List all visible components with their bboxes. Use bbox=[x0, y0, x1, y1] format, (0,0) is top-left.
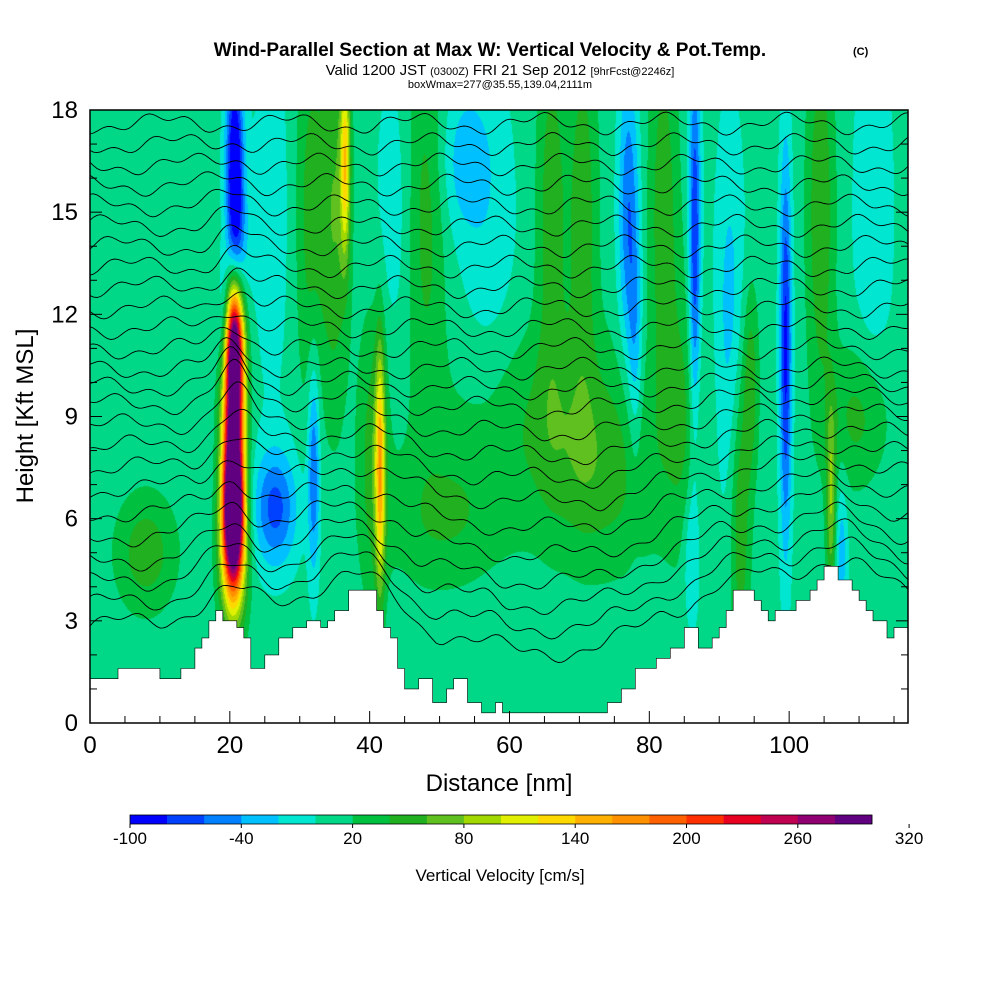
colorbar-swatch bbox=[463, 815, 502, 824]
x-tick-label: 20 bbox=[216, 732, 243, 759]
isentrope-line bbox=[89, 453, 909, 512]
isentrope-line bbox=[89, 224, 909, 259]
x-tick-label: 80 bbox=[636, 732, 663, 759]
colorbar-tick-label: 320 bbox=[895, 829, 923, 848]
x-tick-label: 40 bbox=[356, 732, 383, 759]
y-tick-label: 0 bbox=[65, 710, 78, 737]
isentrope-line bbox=[89, 326, 909, 361]
terrain-mask bbox=[89, 566, 909, 724]
x-tick-label: 0 bbox=[83, 732, 96, 759]
colorbar-tick-label: -100 bbox=[113, 829, 147, 848]
isentrope-line bbox=[89, 315, 909, 340]
y-axis-label: Height [Kft MSL] bbox=[12, 329, 39, 504]
y-tick-label: 9 bbox=[65, 404, 78, 431]
valid-utc: (0300Z) bbox=[430, 66, 469, 78]
potential-temperature-contours bbox=[89, 111, 909, 663]
isentrope-line bbox=[89, 171, 909, 197]
valid-date: FRI 21 Sep 2012 bbox=[473, 62, 586, 79]
isentrope-line bbox=[89, 358, 909, 420]
y-tick-label: 3 bbox=[65, 608, 78, 635]
isentrope-line bbox=[89, 408, 909, 466]
colorbar-tick-label: 20 bbox=[343, 829, 362, 848]
colorbar-swatch bbox=[723, 815, 761, 824]
isentrope-line bbox=[89, 188, 909, 218]
isentrope-line bbox=[89, 291, 909, 320]
colorbar-swatch bbox=[686, 815, 724, 824]
colorbar-swatch bbox=[538, 815, 576, 824]
colorbar-tick-label: -40 bbox=[229, 829, 254, 848]
colorbar-swatch bbox=[278, 815, 316, 824]
valid-time-line: Valid 1200 JST (0300Z) FRI 21 Sep 2012 [… bbox=[326, 62, 675, 79]
isentrope-line bbox=[89, 557, 909, 663]
colorbar-swatch bbox=[167, 815, 205, 824]
isentrope-line bbox=[89, 111, 909, 136]
colorbar-tick-label: 80 bbox=[454, 829, 473, 848]
colorbar-swatch bbox=[241, 815, 279, 824]
isentrope-line bbox=[89, 536, 909, 640]
isentrope-line bbox=[89, 206, 909, 238]
box-wmax-info: boxWmax=277@35.55,139.04,2111m bbox=[408, 79, 592, 91]
colorbar-swatch bbox=[315, 815, 353, 824]
valid-prefix: Valid 1200 JST bbox=[326, 62, 426, 79]
isentrope-line bbox=[89, 435, 909, 489]
x-axis: 0 20 40 60 80 100 bbox=[83, 711, 895, 759]
colorbar-swatch bbox=[204, 815, 242, 824]
x-axis-label: Distance [nm] bbox=[426, 770, 573, 797]
isentrope-line bbox=[89, 267, 909, 300]
colorbar-tick-label: 140 bbox=[561, 829, 589, 848]
isentrope-line bbox=[89, 132, 909, 157]
colorbar-label: Vertical Velocity [cm/s] bbox=[415, 866, 584, 885]
y-tick-label: 15 bbox=[51, 199, 78, 226]
colorbar-swatch bbox=[501, 815, 539, 824]
title-block: Wind-Parallel Section at Max W: Vertical… bbox=[214, 40, 869, 91]
colorbar-swatch bbox=[389, 815, 428, 824]
colorbar-swatch bbox=[612, 815, 650, 824]
x-tick-label: 60 bbox=[496, 732, 523, 759]
copyright-mark: (C) bbox=[853, 46, 869, 58]
isentrope-line bbox=[89, 501, 909, 590]
y-tick-label: 6 bbox=[65, 506, 78, 533]
colorbar-swatch bbox=[352, 815, 390, 824]
colorbar-swatch bbox=[575, 815, 613, 824]
isentrope-line bbox=[89, 381, 908, 442]
y-axis: 0 3 6 9 12 15 18 bbox=[51, 97, 908, 737]
colorbar: -100 -40 20 80 140 200 260 320 bbox=[113, 814, 923, 848]
colorbar-swatch bbox=[649, 815, 687, 824]
isentrope-line bbox=[89, 152, 909, 177]
isentrope-line bbox=[89, 518, 909, 616]
isentrope-line bbox=[89, 484, 909, 563]
isentrope-line bbox=[89, 346, 909, 401]
colorbar-swatch bbox=[834, 815, 873, 824]
colorbar-swatch bbox=[797, 815, 836, 824]
x-tick-label: 100 bbox=[769, 732, 809, 759]
forecast-info: [9hrFcst@2246z] bbox=[590, 66, 674, 78]
colorbar-tick-label: 200 bbox=[672, 829, 700, 848]
chart-title: Wind-Parallel Section at Max W: Vertical… bbox=[214, 40, 766, 61]
isentrope-line bbox=[89, 337, 909, 381]
colorbar-frame bbox=[129, 814, 873, 825]
colorbar-swatch bbox=[130, 815, 168, 824]
colorbar-tick-label: 260 bbox=[784, 829, 812, 848]
y-tick-label: 12 bbox=[51, 301, 78, 328]
colorbar-swatch bbox=[760, 815, 799, 824]
colorbar-swatch bbox=[426, 815, 465, 824]
isentrope-line bbox=[89, 244, 909, 279]
y-tick-label: 18 bbox=[51, 97, 78, 124]
plot-area: 0 20 40 60 80 100 0 3 6 9 12 15 18 bbox=[51, 97, 909, 759]
isentrope-line bbox=[89, 468, 909, 536]
